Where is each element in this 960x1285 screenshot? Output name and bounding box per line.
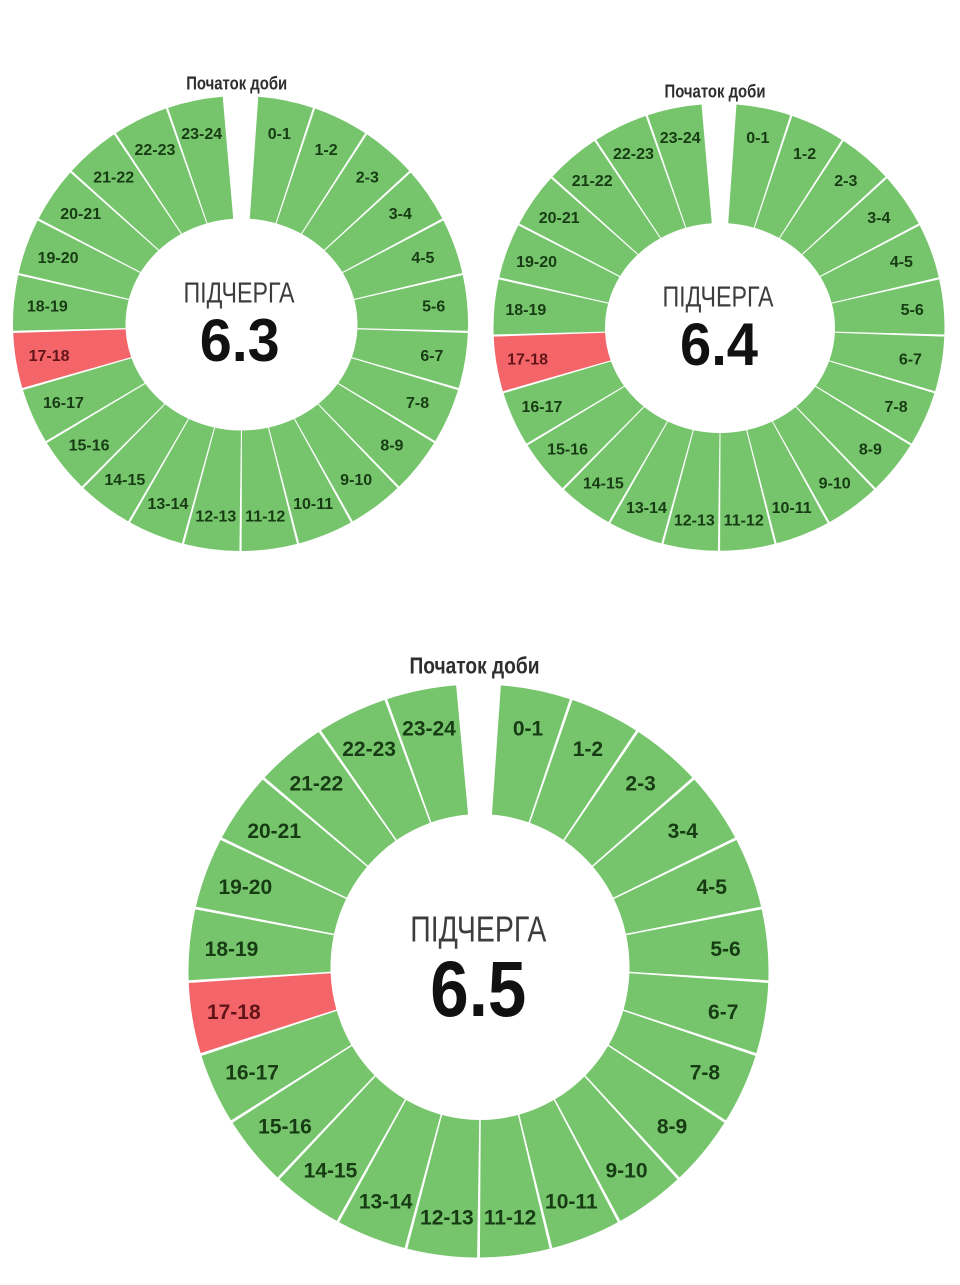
svg-text:2-3: 2-3 [356, 169, 379, 186]
svg-text:21-22: 21-22 [93, 169, 134, 186]
svg-text:8-9: 8-9 [657, 1116, 687, 1139]
svg-text:2-3: 2-3 [625, 773, 655, 796]
svg-text:6-7: 6-7 [420, 348, 443, 365]
svg-text:4-5: 4-5 [890, 254, 913, 271]
svg-text:ПІДЧЕРГА: ПІДЧЕРГА [184, 278, 296, 310]
svg-text:1-2: 1-2 [573, 738, 603, 761]
svg-text:8-9: 8-9 [380, 438, 403, 455]
svg-text:12-13: 12-13 [195, 509, 236, 526]
svg-text:0-1: 0-1 [513, 717, 544, 740]
svg-text:5-6: 5-6 [901, 302, 924, 319]
svg-text:1-2: 1-2 [315, 142, 338, 159]
svg-text:3-4: 3-4 [867, 210, 890, 227]
svg-text:9-10: 9-10 [819, 476, 851, 493]
svg-text:23-24: 23-24 [181, 126, 222, 143]
svg-text:18-19: 18-19 [27, 298, 68, 315]
svg-text:16-17: 16-17 [43, 395, 84, 412]
svg-text:16-17: 16-17 [521, 399, 562, 416]
svg-text:23-24: 23-24 [660, 130, 701, 147]
svg-text:17-18: 17-18 [29, 348, 70, 365]
svg-text:Початок доби: Початок доби [410, 652, 540, 678]
svg-text:22-23: 22-23 [134, 142, 175, 159]
svg-text:15-16: 15-16 [258, 1116, 312, 1139]
svg-text:22-23: 22-23 [342, 738, 396, 761]
svg-text:6-7: 6-7 [708, 1001, 738, 1024]
svg-text:19-20: 19-20 [218, 876, 272, 899]
svg-text:8-9: 8-9 [859, 441, 882, 458]
svg-text:Початок доби: Початок доби [665, 82, 766, 102]
svg-text:13-14: 13-14 [626, 500, 667, 517]
svg-text:21-22: 21-22 [290, 773, 344, 796]
svg-text:6.3: 6.3 [200, 307, 280, 374]
svg-text:13-14: 13-14 [147, 496, 188, 513]
svg-text:21-22: 21-22 [572, 173, 613, 190]
svg-text:3-4: 3-4 [389, 206, 412, 223]
svg-text:10-11: 10-11 [545, 1190, 598, 1213]
svg-text:10-11: 10-11 [772, 500, 812, 517]
svg-text:5-6: 5-6 [422, 298, 445, 315]
svg-text:4-5: 4-5 [411, 250, 434, 267]
svg-text:7-8: 7-8 [885, 399, 908, 416]
svg-text:3-4: 3-4 [668, 820, 699, 843]
svg-text:11-12: 11-12 [484, 1206, 537, 1229]
svg-text:4-5: 4-5 [697, 876, 728, 899]
svg-text:0-1: 0-1 [268, 126, 291, 143]
svg-text:Початок доби: Початок доби [186, 73, 287, 93]
svg-text:20-21: 20-21 [60, 206, 101, 223]
svg-text:9-10: 9-10 [605, 1159, 647, 1182]
svg-text:12-13: 12-13 [420, 1206, 474, 1229]
svg-text:17-18: 17-18 [207, 1001, 261, 1024]
svg-text:14-15: 14-15 [304, 1159, 358, 1182]
svg-text:20-21: 20-21 [539, 210, 580, 227]
svg-text:23-24: 23-24 [402, 717, 456, 740]
svg-text:18-19: 18-19 [505, 302, 546, 319]
svg-text:16-17: 16-17 [225, 1062, 279, 1085]
svg-text:12-13: 12-13 [674, 512, 715, 529]
svg-text:11-12: 11-12 [724, 512, 764, 529]
svg-text:19-20: 19-20 [516, 254, 557, 271]
svg-text:1-2: 1-2 [793, 146, 816, 163]
svg-text:6.4: 6.4 [680, 311, 759, 378]
svg-text:20-21: 20-21 [247, 820, 301, 843]
svg-text:6-7: 6-7 [899, 352, 922, 369]
svg-text:9-10: 9-10 [340, 472, 372, 489]
svg-text:15-16: 15-16 [547, 441, 588, 458]
svg-text:7-8: 7-8 [690, 1062, 721, 1085]
svg-text:10-11: 10-11 [293, 496, 333, 513]
svg-text:5-6: 5-6 [710, 938, 740, 961]
svg-text:14-15: 14-15 [583, 476, 624, 493]
svg-text:0-1: 0-1 [746, 130, 769, 147]
svg-text:19-20: 19-20 [38, 250, 79, 267]
svg-text:15-16: 15-16 [69, 438, 110, 455]
svg-text:18-19: 18-19 [205, 938, 259, 961]
svg-text:7-8: 7-8 [406, 395, 429, 412]
svg-text:22-23: 22-23 [613, 146, 654, 163]
svg-text:6.5: 6.5 [430, 944, 526, 1033]
svg-text:13-14: 13-14 [359, 1190, 413, 1213]
svg-text:11-12: 11-12 [245, 509, 285, 526]
svg-text:ПІДЧЕРГА: ПІДЧЕРГА [663, 282, 775, 314]
svg-text:14-15: 14-15 [104, 472, 145, 489]
svg-text:17-18: 17-18 [507, 352, 548, 369]
svg-text:ПІДЧЕРГА: ПІДЧЕРГА [410, 909, 546, 950]
svg-text:2-3: 2-3 [834, 173, 857, 190]
